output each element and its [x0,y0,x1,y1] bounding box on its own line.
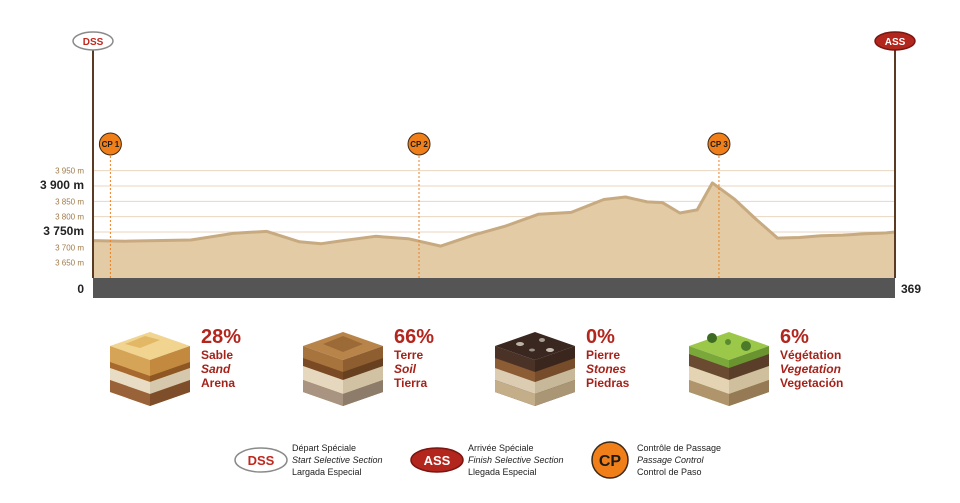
terrain-vegetation-fr: Végétation [780,348,842,362]
checkpoint-label: CP 3 [710,140,728,149]
baseline-bar-layer: 0 369 [77,278,921,298]
terrain-sand-es: Arena [201,376,236,390]
checkpoint-label: CP 1 [102,140,120,149]
y-tick-label: 3 700 m [55,243,84,252]
cp-badge-text: CP [599,453,622,470]
checkpoint-badge [407,132,431,156]
legend-dss-fr: Départ Spéciale [292,443,357,453]
terrain-sand-en: Sand [201,362,231,376]
ass-badge-text: ASS [424,453,451,468]
terrain-vegetation-names: Végétation Vegetation Vegetación [780,348,843,390]
soil-block-icon [303,332,383,406]
legend-cp-es: Control de Paso [637,467,702,477]
cp-badge-icon: CP [591,441,629,479]
terrain-soil-percent: 66% [394,326,435,348]
terrain-vegetation-es: Vegetación [780,376,844,390]
terrain-vegetation-en: Vegetation [780,362,841,376]
y-tick-label: 3 950 m [55,167,84,176]
terrain-soil-en: Soil [394,362,417,376]
legend-ass-text: Arrivée Spéciale Finish Selective Sectio… [468,442,564,478]
legend-cp-en: Passage Control [637,455,704,465]
dss-badge-text: DSS [248,453,275,468]
y-tick-label: 3 900 m [40,178,84,192]
terrain-vegetation-percent: 6% [780,326,809,348]
profile-line [92,181,896,248]
legend-cp-text: Contrôle de Passage Passage Control Cont… [637,442,721,478]
terrain-sand: 28% Sable Sand Arena [105,322,355,417]
terrain-sand-fr: Sable [201,348,234,362]
legend-dss-es: Largada Especial [292,467,362,477]
dss-start-label: DSS [83,37,104,48]
x-end-label: 369 [901,282,921,296]
elevation-profile-chart: 3 650 m 3 700 m 3 750m 3 800 m 3 850 m 3 900 … [40,31,921,298]
legend-dss-text: Départ Spéciale Start Selective Section … [292,442,383,478]
legend-ass: ASS Arrivée Spéciale Finish Selective Se… [410,438,580,482]
sand-block-icon [110,332,190,406]
terrain-sand-percent: 28% [201,326,242,348]
legend-dss-en: Start Selective Section [292,455,383,465]
terrain-stones-fr: Pierre [586,348,621,362]
dss-badge-icon: DSS [234,447,288,473]
terrain-soil-es: Tierra [394,376,428,390]
y-tick-label: 3 650 m [55,259,84,268]
baseline-bar [93,278,895,298]
terrain-stones-names: Pierre Stones Piedras [586,348,629,390]
checkpoint-label: CP 2 [410,140,428,149]
ass-finish-badge [874,31,916,51]
terrain-stones-es: Piedras [586,376,630,390]
ass-finish-label: ASS [885,37,906,48]
profile-area-layer [92,181,896,278]
checkpoint-layer: CP 1 CP 2 CP 3 [98,132,731,278]
vegetation-block-icon [689,332,769,406]
stones-block-icon [495,332,575,406]
y-tick-label: 3 850 m [55,197,84,206]
legend-ass-es: Llegada Especial [468,467,537,477]
terrain-vegetation: 6% Végétation Vegetation Vegetación [684,322,934,417]
start-finish-poles: DSS ASS [72,31,916,278]
x-start-label: 0 [77,282,84,296]
terrain-soil-fr: Terre [394,348,424,362]
terrain-stones-en: Stones [586,362,627,376]
legend-dss: DSS Départ Spéciale Start Selective Sect… [234,438,394,482]
legend-ass-en: Finish Selective Section [468,455,564,465]
legend-ass-fr: Arrivée Spéciale [468,443,534,453]
legend-cp-fr: Contrôle de Passage [637,443,722,453]
ass-badge-icon: ASS [410,447,464,473]
checkpoint-badge [98,132,122,156]
y-tick-labels: 3 650 m 3 700 m 3 750m 3 800 m 3 850 m 3 900 … [40,167,84,268]
terrain-sand-names: Sable Sand Arena [201,348,235,390]
y-tick-label: 3 750m [43,224,84,238]
terrain-stones-percent: 0% [586,326,615,348]
terrain-stones: 0% Pierre Stones Piedras [490,322,740,417]
checkpoint-badge [707,132,731,156]
dss-start-badge [72,31,114,51]
legend-cp: CP Contrôle de Passage Passage Control C… [590,438,740,482]
y-tick-label: 3 800 m [55,213,84,222]
terrain-soil: 66% Terre Soil Tierra [298,322,548,417]
terrain-soil-names: Terre Soil Tierra [394,348,427,390]
